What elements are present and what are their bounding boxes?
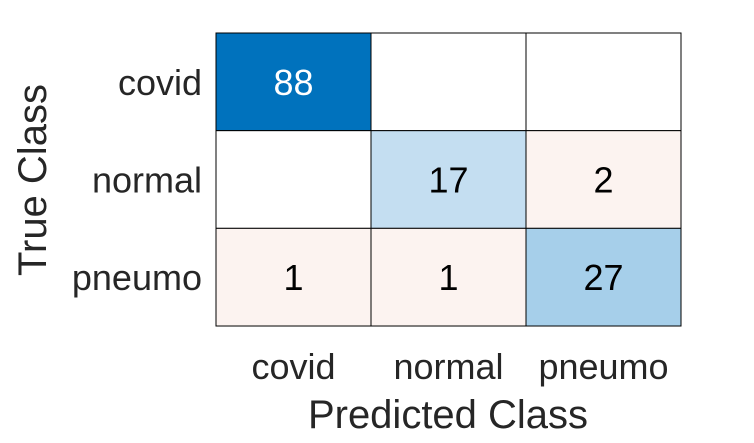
matrix-cell-normal-pneumo [525, 130, 682, 229]
cell-value-label: 27 [583, 257, 623, 298]
x-tick-labels: covid normal pneumo [251, 346, 668, 387]
matrix-cell-pneumo-covid [215, 227, 372, 327]
x-axis-label: Predicted Class [308, 393, 588, 437]
matrix-cell-pneumo-normal [370, 227, 527, 327]
matrix-cell-normal-covid [215, 130, 372, 229]
cell-value-label: 88 [273, 62, 313, 103]
matrix-cell-covid-covid [215, 32, 372, 132]
y-tick-labels: covid normal pneumo [72, 62, 202, 298]
cell-value-label: 1 [283, 257, 303, 298]
y-tick-label: covid [118, 62, 202, 103]
y-axis-label: True Class [11, 84, 55, 276]
matrix-cell-covid-normal [370, 32, 527, 132]
y-tick-label: pneumo [72, 257, 202, 298]
matrix-cell-pneumo-pneumo [525, 227, 682, 327]
x-tick-label: pneumo [538, 346, 668, 387]
cell-value-label: 17 [428, 160, 468, 201]
cell-value-label: 1 [438, 257, 458, 298]
matrix-cells: 88 17 2 1 1 27 [215, 32, 682, 327]
matrix-cell-normal-normal [370, 130, 527, 229]
x-tick-label: covid [251, 346, 335, 387]
matrix-cell-covid-pneumo [525, 32, 682, 132]
y-tick-label: normal [92, 160, 202, 201]
x-tick-label: normal [393, 346, 503, 387]
cell-value-label: 2 [593, 160, 613, 201]
